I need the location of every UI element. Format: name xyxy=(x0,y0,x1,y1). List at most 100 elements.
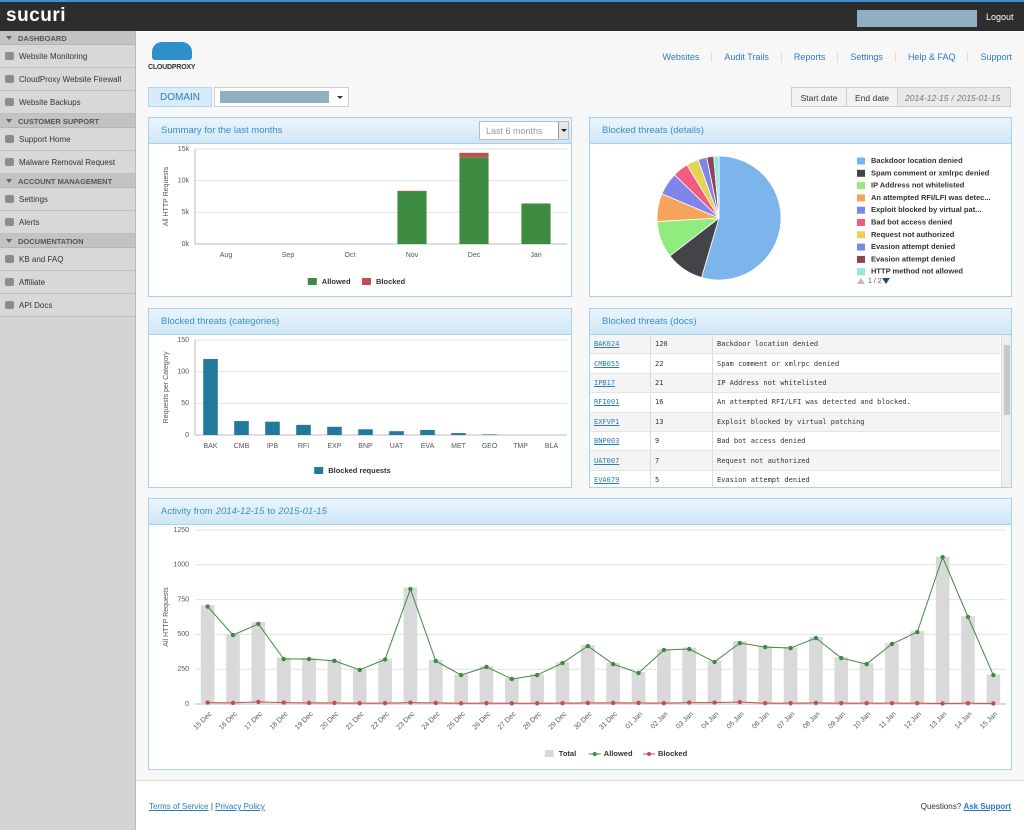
doc-code[interactable]: RFI001 xyxy=(590,393,651,411)
start-date-button[interactable]: Start date xyxy=(791,87,847,107)
footer-right: Questions? Ask Support xyxy=(921,802,1011,811)
logo[interactable]: sucuri xyxy=(6,5,66,27)
domain-select[interactable] xyxy=(214,87,349,107)
legend-item[interactable]: Exploit blocked by virtual pat... xyxy=(857,205,981,214)
count: 9 xyxy=(651,432,713,450)
section-title: ACCOUNT MANAGEMENT xyxy=(18,177,112,186)
legend-item[interactable]: Blocked requests xyxy=(314,466,391,475)
privacy-link[interactable]: Privacy Policy xyxy=(215,802,265,811)
logo-text: CLOUDPROXY xyxy=(148,64,195,71)
legend-label: Evasion attempt denied xyxy=(871,242,956,251)
bar xyxy=(581,645,595,704)
legend-item[interactable]: Request not authorized xyxy=(857,230,955,239)
section-title: CUSTOMER SUPPORT xyxy=(18,117,99,126)
legend-item[interactable]: Spam comment or xmlrpc denied xyxy=(857,168,990,177)
point xyxy=(510,677,514,681)
x-tick-label: MET xyxy=(451,443,467,450)
x-tick-label: 23 Dec xyxy=(396,710,417,731)
legend-item[interactable]: Backdoor location denied xyxy=(857,156,963,165)
doc-code[interactable]: UAT007 xyxy=(590,451,651,469)
sidebar-icon xyxy=(5,301,14,309)
sidebar-item[interactable]: API Docs xyxy=(0,294,135,317)
end-date-button[interactable]: End date xyxy=(846,87,898,107)
legend-item[interactable]: Blocked xyxy=(643,749,688,758)
doc-code[interactable]: IPB17 xyxy=(590,374,651,392)
point xyxy=(864,662,868,666)
legend-item[interactable]: Evasion attempt denied xyxy=(857,254,956,263)
sidebar: DASHBOARDWebsite MonitoringCloudProxy We… xyxy=(0,31,136,830)
nav-link[interactable]: Settings xyxy=(837,52,895,62)
x-tick-label: Oct xyxy=(345,252,356,259)
details-panel: Blocked threats (details) Backdoor locat… xyxy=(589,117,1012,297)
bar xyxy=(328,660,342,704)
legend-label: Backdoor location denied xyxy=(871,156,963,165)
scrollbar[interactable] xyxy=(1001,335,1011,487)
legend-item[interactable]: Blocked xyxy=(362,277,406,286)
chart: Backdoor location denied Spam comment or … xyxy=(590,118,1012,297)
sidebar-item[interactable]: Settings xyxy=(0,188,135,211)
sidebar-item[interactable]: Affiliate xyxy=(0,271,135,294)
legend-item[interactable]: IP Address not whitelisted xyxy=(857,181,965,190)
terms-link[interactable]: Terms of Service xyxy=(149,802,209,811)
legend-label: Blocked requests xyxy=(328,466,391,475)
legend-item[interactable]: An attempted RFI/LFI was detec... xyxy=(857,193,991,202)
point xyxy=(940,555,944,559)
x-tick-label: 26 Dec xyxy=(472,710,493,731)
footer-separator: | xyxy=(211,802,213,811)
legend-label: Allowed xyxy=(322,277,351,286)
bar xyxy=(885,643,899,704)
sidebar-item[interactable]: Alerts xyxy=(0,211,135,234)
legend-item[interactable]: Allowed xyxy=(308,277,351,286)
sidebar-item[interactable]: Website Monitoring xyxy=(0,45,135,68)
support-link[interactable]: Ask Support xyxy=(963,802,1011,811)
logout-link[interactable]: Logout xyxy=(986,12,1014,22)
x-tick-label: 31 Dec xyxy=(598,710,619,731)
sidebar-item-label: KB and FAQ xyxy=(19,255,63,264)
legend-item[interactable]: Evasion attempt denied xyxy=(857,242,956,251)
nav-link[interactable]: Help & FAQ xyxy=(895,52,968,62)
x-tick-label: 15 Dec xyxy=(193,710,214,731)
sidebar-item[interactable]: Support Home xyxy=(0,128,135,151)
doc-code[interactable]: EVA079 xyxy=(590,471,651,488)
point xyxy=(434,701,438,705)
legend-label: IP Address not whitelisted xyxy=(871,181,965,190)
point xyxy=(535,701,539,705)
legend-label: An attempted RFI/LFI was detec... xyxy=(871,193,991,202)
legend-item[interactable]: Total xyxy=(545,749,576,758)
doc-code[interactable]: EXFVP1 xyxy=(590,413,651,431)
sidebar-item[interactable]: Malware Removal Request xyxy=(0,151,135,174)
sidebar-item[interactable]: Website Backups xyxy=(0,91,135,114)
nav-link[interactable]: Websites xyxy=(651,52,712,62)
top-bar: sucuri Logout xyxy=(0,0,1024,31)
legend-symbol xyxy=(857,231,865,238)
doc-code[interactable]: CMB055 xyxy=(590,354,651,372)
nav-link[interactable]: Support xyxy=(967,52,1012,62)
docs-table: BAK024120Backdoor location deniedCMB0552… xyxy=(590,335,1000,488)
legend-label: Total xyxy=(559,749,576,758)
x-tick-label: 21 Dec xyxy=(345,710,366,731)
line xyxy=(208,557,994,679)
sidebar-item-label: CloudProxy Website Firewall xyxy=(19,75,121,84)
bar xyxy=(480,666,494,704)
y-tick-label: 0k xyxy=(182,241,190,248)
line xyxy=(208,702,994,704)
legend-prev[interactable] xyxy=(857,278,865,284)
sidebar-section-header: ACCOUNT MANAGEMENT xyxy=(0,174,135,188)
bar xyxy=(834,657,848,704)
bar xyxy=(358,429,373,435)
nav-link[interactable]: Audit Trails xyxy=(711,52,781,62)
doc-code[interactable]: BAK024 xyxy=(590,335,651,353)
sidebar-item[interactable]: CloudProxy Website Firewall xyxy=(0,68,135,91)
legend-next[interactable] xyxy=(882,278,890,284)
account-box[interactable] xyxy=(857,10,977,27)
doc-code[interactable]: BNP003 xyxy=(590,432,651,450)
point xyxy=(687,647,691,651)
sidebar-item[interactable]: KB and FAQ xyxy=(0,248,135,271)
legend-item[interactable]: Allowed xyxy=(589,749,633,758)
nav-link[interactable]: Reports xyxy=(781,52,838,62)
legend-item[interactable]: HTTP method not allowed xyxy=(857,267,963,276)
legend-symbol xyxy=(857,207,865,214)
legend-item[interactable]: Bad bot access denied xyxy=(857,217,953,226)
x-tick-label: Sep xyxy=(282,252,295,259)
